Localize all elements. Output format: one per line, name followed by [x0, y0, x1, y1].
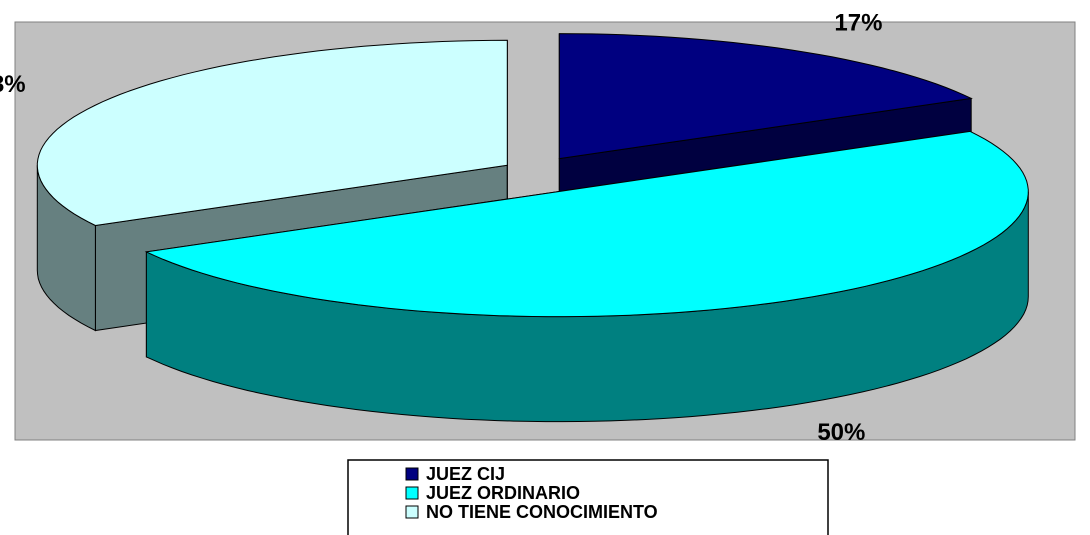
slice — [558, 33, 973, 160]
data-label: 17% — [834, 9, 882, 36]
slice — [144, 130, 1029, 318]
pie — [36, 33, 1029, 423]
legend-swatch — [405, 505, 419, 519]
legend-swatch — [405, 486, 419, 500]
data-label: 33% — [0, 71, 26, 98]
legend — [347, 459, 829, 535]
data-label: 50% — [817, 419, 865, 446]
legend-label: JUEZ CIJ — [426, 464, 505, 484]
legend-swatch — [405, 467, 419, 481]
slice — [36, 39, 508, 227]
legend-label: NO TIENE CONOCIMIENTO — [426, 502, 658, 522]
legend-label: JUEZ ORDINARIO — [426, 483, 580, 503]
